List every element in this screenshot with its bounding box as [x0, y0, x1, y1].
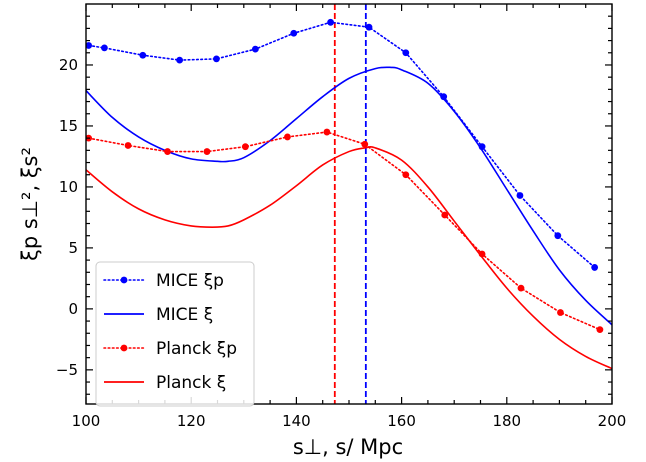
y-tick-label: 0 — [68, 300, 78, 318]
series-2-point-13 — [596, 326, 604, 334]
legend-label: MICE ξ — [156, 305, 213, 325]
y-tick-label: 5 — [68, 239, 78, 257]
x-tick-label: 160 — [387, 412, 416, 430]
legend-box — [95, 261, 255, 407]
series-0-point-7 — [327, 18, 334, 26]
y-axis-label: ξp s⊥², ξs² — [18, 147, 42, 261]
legend-marker-swatch — [120, 344, 128, 352]
series-2-point-3 — [203, 148, 211, 155]
legend-label: MICE ξp — [156, 271, 224, 291]
x-tick-label: 180 — [492, 412, 521, 430]
x-tick-label: 140 — [282, 412, 311, 430]
y-tick-label: −5 — [56, 361, 78, 379]
series-0-line — [87, 21, 596, 269]
series-2-point-9 — [441, 211, 449, 219]
series-0-point-6 — [290, 29, 298, 37]
axis-labels: s⊥, s/ Mpc ξp s⊥², ξs² — [18, 147, 403, 459]
legend-marker-swatch — [120, 276, 128, 284]
plot-area — [86, 4, 612, 404]
series-0-point-10 — [440, 93, 448, 101]
series-2-point-11 — [517, 284, 525, 292]
y-tick-label: 10 — [59, 178, 78, 196]
series-2-point-6 — [323, 128, 331, 136]
series-0-point-3 — [176, 56, 184, 64]
series-3-line — [86, 146, 612, 370]
legend-entry: MICE ξp — [103, 271, 224, 291]
y-tick-label: 20 — [59, 56, 78, 74]
series-0-point-2 — [139, 51, 147, 59]
legend-entry: Planck ξp — [103, 339, 237, 359]
series-0-point-5 — [251, 45, 259, 53]
series-0-point-1 — [101, 44, 108, 52]
series-0-point-8 — [365, 23, 373, 31]
series-0-point-12 — [516, 192, 524, 199]
series-0-point-4 — [213, 55, 220, 63]
y-tick-label: 15 — [59, 117, 78, 135]
series-2-point-12 — [557, 309, 564, 316]
legend-label: Planck ξp — [156, 339, 237, 359]
x-tick-label: 100 — [72, 412, 101, 430]
series-2-point-2 — [164, 148, 171, 155]
series-1-line — [86, 66, 612, 326]
x-tick-label: 120 — [177, 412, 206, 430]
series-2-point-8 — [402, 171, 410, 179]
series-2-point-1 — [124, 142, 132, 149]
series-0-point-0 — [86, 42, 93, 49]
legend-entry: Planck ξ — [104, 373, 226, 393]
legend-entry: MICE ξ — [104, 305, 213, 325]
x-axis-label: s⊥, s/ Mpc — [293, 435, 403, 459]
x-tick-label: 200 — [598, 412, 627, 430]
series-2-point-5 — [284, 133, 291, 141]
series-2-point-4 — [241, 143, 249, 151]
legend: MICE ξp MICE ξ Planck ξp Planck ξ — [95, 261, 255, 407]
series-0-point-9 — [402, 49, 410, 57]
series-2-line — [87, 131, 601, 331]
series-2-point-7 — [361, 140, 369, 148]
legend-label: Planck ξ — [156, 373, 226, 393]
series-0-point-13 — [554, 232, 562, 240]
series-group — [86, 4, 612, 404]
axes: 100 120 140 160 180 200 −5 0 5 10 15 20 — [56, 3, 627, 430]
series-0-point-14 — [591, 264, 599, 271]
